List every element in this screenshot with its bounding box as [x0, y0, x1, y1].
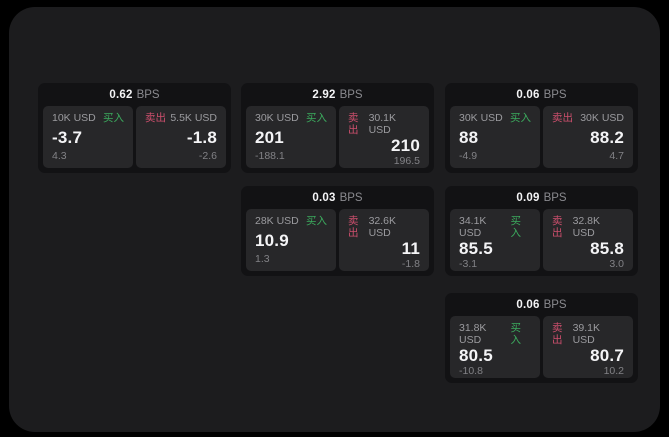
sell-quote-cell[interactable]: 卖出 32.6K USD 11 -1.8 [339, 209, 429, 271]
bps-unit-label: BPS [136, 89, 160, 101]
sell-change: 4.7 [609, 150, 624, 162]
sell-side-tag: 卖出 [552, 112, 573, 124]
buy-price: 201 [255, 127, 284, 147]
buy-side-tag: 买入 [510, 322, 521, 346]
buy-price: 80.5 [459, 346, 493, 365]
spread-header: 0.09 BPS [445, 186, 638, 207]
spread-bps-value: 0.06 [516, 299, 540, 311]
buy-side-tag: 买入 [510, 215, 521, 239]
spread-bps-value: 0.09 [516, 192, 540, 204]
sell-price: 85.8 [590, 239, 624, 258]
buy-change: 1.3 [255, 253, 270, 265]
buy-quote-cell[interactable]: 28K USD 买入 10.9 1.3 [246, 209, 336, 271]
spread-card: 2.92 BPS 30K USD 买入 201 -188.1 卖出 30.1K … [241, 83, 434, 173]
buy-size-label: 10K USD [52, 112, 96, 124]
sell-side-tag: 卖出 [348, 112, 359, 136]
buy-price: -3.7 [52, 127, 83, 147]
buy-size-label: 30K USD [255, 112, 299, 124]
sell-size-label: 5.5K USD [170, 112, 217, 124]
sell-change: 196.5 [393, 155, 420, 167]
buy-quote-cell[interactable]: 31.8K USD 买入 80.5 -10.8 [450, 316, 540, 378]
sell-change: 3.0 [609, 258, 624, 270]
buy-change: -4.9 [459, 150, 478, 162]
spread-card: 0.62 BPS 10K USD 买入 -3.7 4.3 卖出 5.5K USD… [38, 83, 231, 173]
sell-quote-cell[interactable]: 卖出 30.1K USD 210 196.5 [339, 106, 429, 168]
spread-bps-value: 2.92 [312, 89, 336, 101]
buy-change: -10.8 [459, 365, 483, 377]
spread-bps-value: 0.62 [109, 89, 133, 101]
buy-change: -3.1 [459, 258, 478, 270]
app-background: 0.62 BPS 10K USD 买入 -3.7 4.3 卖出 5.5K USD… [9, 7, 660, 432]
sell-price: 11 [401, 239, 420, 258]
sell-size-label: 32.8K USD [572, 215, 601, 239]
spread-card: 0.06 BPS 30K USD 买入 88 -4.9 卖出 30K USD 8… [445, 83, 638, 173]
bps-unit-label: BPS [339, 89, 363, 101]
spread-header: 0.06 BPS [445, 293, 638, 314]
sell-side-tag: 卖出 [552, 322, 563, 346]
buy-side-tag: 买入 [103, 112, 124, 124]
spread-card: 0.06 BPS 31.8K USD 买入 80.5 -10.8 卖出 39.1… [445, 293, 638, 383]
sell-quote-cell[interactable]: 卖出 32.8K USD 85.8 3.0 [543, 209, 633, 271]
buy-size-label: 31.8K USD [459, 322, 487, 346]
sell-change: -1.8 [401, 258, 420, 270]
spread-header: 2.92 BPS [241, 83, 434, 104]
buy-price: 85.5 [459, 239, 493, 258]
buy-side-tag: 买入 [306, 112, 327, 124]
buy-size-label: 28K USD [255, 215, 299, 227]
sell-price: 88.2 [590, 127, 624, 147]
sell-size-label: 32.6K USD [368, 215, 397, 239]
sell-quote-cell[interactable]: 卖出 30K USD 88.2 4.7 [543, 106, 633, 168]
buy-change: -188.1 [255, 150, 285, 162]
sell-quote-cell[interactable]: 卖出 5.5K USD -1.8 -2.6 [136, 106, 226, 168]
spread-header: 0.06 BPS [445, 83, 638, 104]
sell-size-label: 30K USD [580, 112, 624, 124]
spread-bps-value: 0.03 [312, 192, 336, 204]
spread-card: 0.09 BPS 34.1K USD 买入 85.5 -3.1 卖出 32.8K… [445, 186, 638, 276]
sell-change: 10.2 [603, 365, 624, 377]
buy-price: 88 [459, 127, 479, 147]
buy-change: 4.3 [52, 150, 67, 162]
bps-unit-label: BPS [339, 192, 363, 204]
buy-quote-cell[interactable]: 30K USD 买入 88 -4.9 [450, 106, 540, 168]
sell-change: -2.6 [198, 150, 217, 162]
sell-price: -1.8 [186, 127, 217, 147]
sell-side-tag: 卖出 [552, 215, 563, 239]
sell-size-label: 30.1K USD [368, 112, 397, 136]
spread-header: 0.62 BPS [38, 83, 231, 104]
buy-quote-cell[interactable]: 10K USD 买入 -3.7 4.3 [43, 106, 133, 168]
sell-side-tag: 卖出 [348, 215, 359, 239]
bps-unit-label: BPS [543, 89, 567, 101]
bps-unit-label: BPS [543, 192, 567, 204]
sell-price: 210 [391, 136, 420, 155]
buy-side-tag: 买入 [510, 112, 531, 124]
spread-bps-value: 0.06 [516, 89, 540, 101]
bps-unit-label: BPS [543, 299, 567, 311]
sell-quote-cell[interactable]: 卖出 39.1K USD 80.7 10.2 [543, 316, 633, 378]
sell-size-label: 39.1K USD [572, 322, 601, 346]
buy-quote-cell[interactable]: 30K USD 买入 201 -188.1 [246, 106, 336, 168]
spread-header: 0.03 BPS [241, 186, 434, 207]
buy-size-label: 34.1K USD [459, 215, 487, 239]
buy-side-tag: 买入 [306, 215, 327, 227]
sell-side-tag: 卖出 [145, 112, 166, 124]
sell-price: 80.7 [590, 346, 624, 365]
buy-price: 10.9 [255, 230, 289, 250]
buy-size-label: 30K USD [459, 112, 503, 124]
buy-quote-cell[interactable]: 34.1K USD 买入 85.5 -3.1 [450, 209, 540, 271]
spread-card: 0.03 BPS 28K USD 买入 10.9 1.3 卖出 32.6K US… [241, 186, 434, 276]
